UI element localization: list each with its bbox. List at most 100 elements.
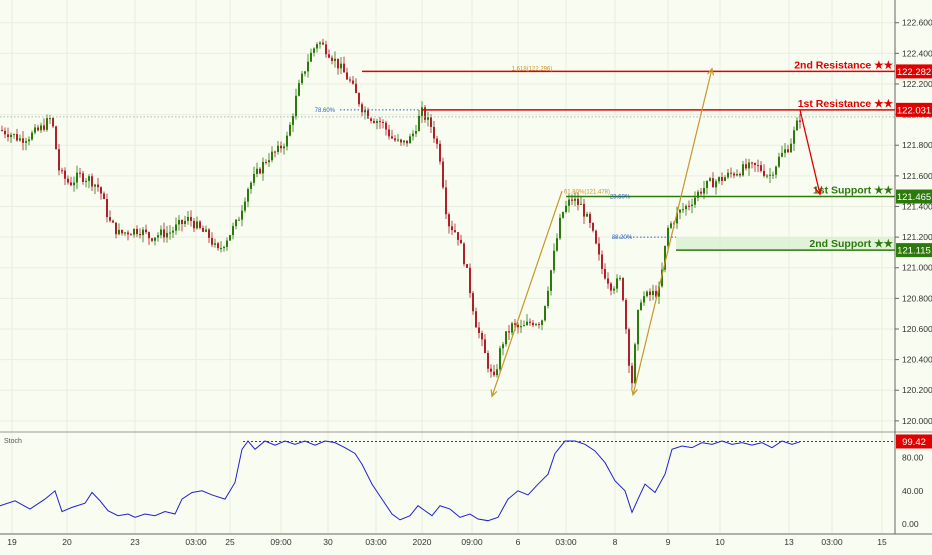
price-tick-label: 122.400 — [902, 48, 932, 58]
candle-body — [505, 331, 507, 345]
candle-body — [292, 116, 294, 125]
support-zones — [676, 237, 895, 251]
level-price-tag — [896, 243, 932, 258]
candle-body — [433, 127, 435, 139]
candle-body — [295, 95, 297, 117]
candle-body — [529, 321, 531, 323]
candle-body — [760, 165, 762, 171]
projection-line-1 — [491, 190, 563, 397]
candle-body — [421, 107, 423, 116]
candle-body — [121, 229, 123, 234]
candle-body — [397, 139, 399, 141]
candle-body — [310, 52, 312, 62]
candle-body — [475, 311, 477, 328]
level-name: 1st Support ★★ — [813, 185, 894, 197]
price-tick-label: 121.800 — [902, 140, 932, 150]
candle-body — [106, 199, 108, 218]
level-price-text: 121.465 — [897, 192, 931, 203]
candle-body — [376, 121, 378, 123]
candle-body — [412, 133, 414, 137]
candle-body — [154, 237, 156, 241]
candle-body — [40, 125, 42, 131]
time-tick-label: 8 — [613, 537, 618, 547]
time-tick-label: 10 — [715, 537, 725, 547]
annotations: 2nd Resistance ★★ 1st Resistance ★★ 1st Su… — [0, 59, 895, 398]
candle-body — [583, 203, 585, 217]
price-tick-label: 120.800 — [902, 293, 932, 303]
candle-body — [619, 278, 621, 280]
candle-body — [205, 229, 207, 232]
candle-body — [181, 219, 183, 224]
stochastic-panel: Stoch — [0, 431, 932, 522]
candle-body — [640, 302, 642, 310]
candle-body — [613, 288, 615, 291]
candle-body — [430, 117, 432, 128]
candle-body — [235, 219, 237, 227]
candle-body — [442, 161, 444, 188]
candle-body — [253, 174, 255, 183]
time-tick-label: 30 — [323, 537, 333, 547]
candle-body — [394, 138, 396, 141]
candle-body — [187, 216, 189, 221]
candle-body — [607, 278, 609, 284]
candle-body — [250, 182, 252, 190]
candle-body — [223, 246, 225, 248]
candle-body — [643, 296, 645, 303]
forecast-arrow — [799, 109, 821, 195]
candle-body — [793, 130, 795, 144]
candle-body — [655, 290, 657, 297]
candle-body — [16, 134, 18, 141]
level-name: 2nd Support ★★ — [809, 238, 893, 250]
time-tick-label: 15 — [877, 537, 887, 547]
price-tick-label: 121.000 — [902, 263, 932, 273]
candle-body — [157, 235, 159, 238]
candle-body — [487, 353, 489, 369]
fib-618-label: 61.80%(121.478) — [564, 190, 610, 196]
candle-body — [379, 121, 381, 123]
candle-body — [409, 136, 411, 144]
candle-body — [766, 175, 768, 177]
candle-body — [445, 187, 447, 215]
candle-body — [145, 229, 147, 233]
candle-body — [385, 122, 387, 130]
projection-line-2-tail-head — [630, 387, 638, 397]
level-name: 2nd Resistance ★★ — [794, 59, 893, 71]
candle-body — [595, 230, 597, 244]
level-price-text: 121.115 — [897, 246, 931, 257]
candle-body — [448, 214, 450, 227]
price-tick-label: 121.400 — [902, 201, 932, 211]
candle-body — [256, 168, 258, 175]
level-labels: 122.282 122.031 121.465 121.115 99.42 — [896, 64, 932, 449]
candle-body — [115, 222, 117, 235]
candle-body — [691, 204, 693, 207]
candle-body — [322, 42, 324, 45]
candle-body — [241, 210, 243, 220]
candle-body — [85, 180, 87, 183]
candle-body — [268, 160, 270, 163]
candle-body — [175, 224, 177, 231]
candle-body — [148, 232, 150, 239]
candle-body — [514, 323, 516, 325]
candle-body — [562, 212, 564, 218]
candle-body — [55, 126, 57, 150]
price-tick-label: 121.200 — [902, 232, 932, 242]
candle-body — [109, 217, 111, 221]
candle-body — [328, 54, 330, 58]
candle-body — [22, 138, 24, 143]
price-tick-label: 120.000 — [902, 416, 932, 426]
candle-body — [226, 240, 228, 247]
candle-body — [247, 189, 249, 202]
level-name: 1st Resistance ★★ — [798, 98, 894, 110]
candle-body — [25, 141, 27, 143]
candle-body — [91, 176, 93, 187]
projection-line-2 — [632, 68, 713, 395]
candle-body — [556, 238, 558, 251]
candle-body — [316, 44, 318, 49]
candle-body — [484, 339, 486, 354]
candle-body — [280, 145, 282, 149]
candle-body — [97, 184, 99, 188]
candle-body — [592, 222, 594, 231]
candle-body — [313, 48, 315, 53]
candle-body — [19, 138, 21, 141]
